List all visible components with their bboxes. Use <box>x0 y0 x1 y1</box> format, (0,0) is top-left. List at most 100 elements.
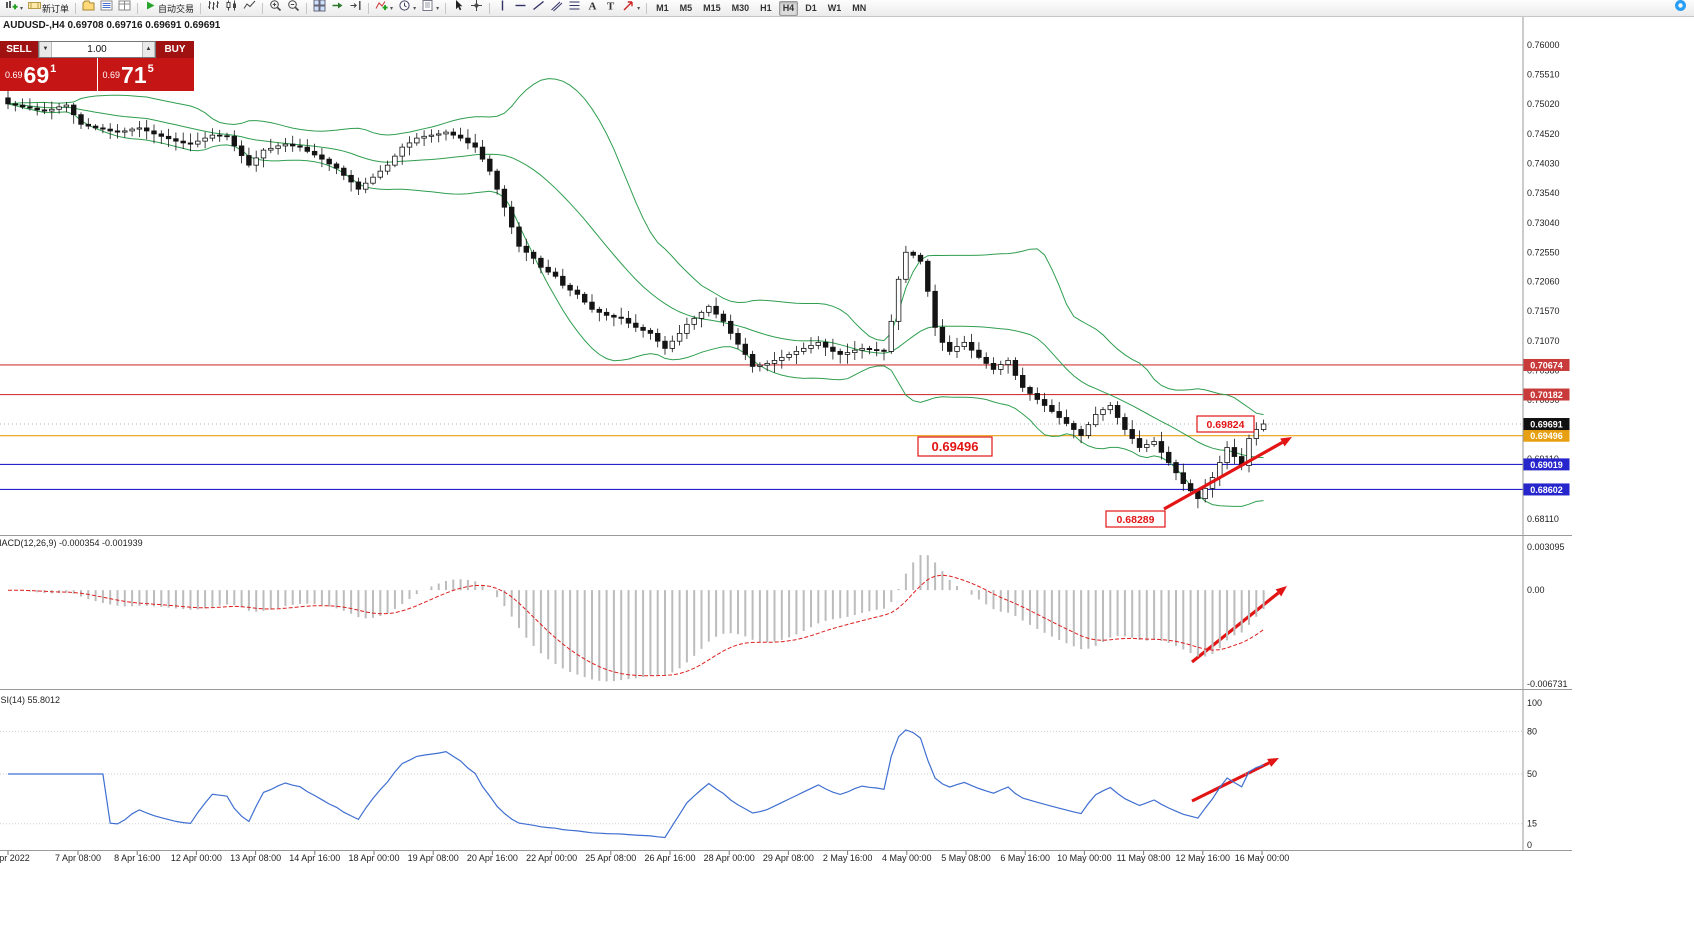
dropdown-caret-icon: ▾ <box>390 5 394 12</box>
time-tick-label: 19 Apr 08:00 <box>408 853 459 863</box>
time-tick-label: 13 Apr 08:00 <box>230 853 281 863</box>
vline-button[interactable] <box>494 0 511 16</box>
price-axis-box <box>1523 418 1570 431</box>
buy-price-prefix: 0.69 <box>102 69 121 80</box>
time-tick-label: 10 May 00:00 <box>1057 853 1112 863</box>
trade-panel-price-row: 0.69 69 1 0.69 71 5 <box>0 58 194 91</box>
svg-text:A: A <box>589 1 597 13</box>
timeframe-M1[interactable]: M1 <box>656 2 669 13</box>
crosshair-button[interactable] <box>468 0 485 16</box>
toolbar-separator <box>489 2 491 14</box>
price-axis-box-label: 0.69019 <box>1530 460 1563 470</box>
trend-arrow <box>1163 440 1284 511</box>
buy-price-box[interactable]: 0.69 71 5 <box>97 58 194 91</box>
price-tick-label: 0.68110 <box>1527 514 1559 524</box>
hline-button[interactable] <box>512 1 529 16</box>
line-chart-button[interactable] <box>241 0 258 16</box>
tile-windows-button[interactable] <box>311 0 328 17</box>
timeframe-M15[interactable]: M15 <box>703 2 721 13</box>
volume-decrease-button[interactable]: ▼ <box>39 42 52 57</box>
channel-icon <box>550 0 563 17</box>
channel-button[interactable] <box>548 1 565 16</box>
rsi-scale-label: 80 <box>1527 726 1537 736</box>
price-axis-box <box>1523 388 1570 401</box>
candles-icon <box>225 0 238 17</box>
annotation-text: 0.68289 <box>1117 514 1155 526</box>
tile-windows-icon <box>313 0 326 17</box>
timeframe-D1[interactable]: D1 <box>805 2 817 13</box>
fibonacci-button[interactable] <box>566 1 583 16</box>
text-button[interactable]: A <box>584 1 601 16</box>
profile-icon <box>82 0 95 17</box>
indicators-button[interactable]: ▾ <box>373 1 395 16</box>
time-tick-label: 7 Apr 2022 <box>0 853 30 863</box>
cursor-icon <box>452 0 465 17</box>
rsi-caption: RSI(14) 55.8012 <box>0 695 61 705</box>
zoom-in-button[interactable] <box>267 0 284 17</box>
price-tick-label: 0.71070 <box>1527 336 1560 346</box>
macd-panel <box>8 555 1265 682</box>
label-button[interactable]: T <box>602 1 619 16</box>
price-axis-box-label: 0.68602 <box>1530 485 1563 495</box>
trendline-button[interactable] <box>530 0 547 17</box>
annotation-box <box>917 436 993 457</box>
time-tick-label: 12 May 16:00 <box>1176 853 1231 863</box>
toolbar-separator <box>75 2 77 14</box>
macd-signal-line <box>8 574 1264 677</box>
bars-button[interactable] <box>205 1 222 16</box>
community-button[interactable] <box>1674 0 1687 17</box>
volume-increase-button[interactable]: ▲ <box>142 42 155 57</box>
toolbar-separator <box>306 2 308 14</box>
zoom-in-icon <box>269 0 282 17</box>
arrows-button[interactable]: ▾ <box>620 1 642 16</box>
data-window-button[interactable] <box>116 0 133 16</box>
new-order-button[interactable]: 新订单 <box>26 1 71 16</box>
trendline-icon <box>532 0 545 17</box>
time-tick-label: 14 Apr 16:00 <box>289 853 340 863</box>
new-chart-button[interactable]: ▾ <box>3 1 25 16</box>
zoom-out-button[interactable] <box>285 0 302 16</box>
chart-ohlc-header: AUDUSD-,H4 0.69708 0.69716 0.69691 0.696… <box>3 20 221 31</box>
timeframe-H1[interactable]: H1 <box>760 2 772 13</box>
text-icon: A <box>586 0 599 17</box>
sell-price-prefix: 0.69 <box>5 69 23 80</box>
price-axis-box-label: 0.70182 <box>1530 390 1563 400</box>
market-watch-button[interactable] <box>98 0 115 17</box>
toolbar-separator <box>262 2 264 14</box>
timeframe-W1[interactable]: W1 <box>827 2 842 13</box>
sell-price-box[interactable]: 0.69 69 1 <box>0 58 97 91</box>
new-order-icon <box>28 0 42 17</box>
templates-button[interactable]: ▾ <box>419 0 441 16</box>
time-tick-label: 6 May 16:00 <box>1000 853 1050 863</box>
price-axis-box-label: 0.70674 <box>1530 360 1563 370</box>
trend-arrow <box>1191 761 1270 803</box>
rsi-line <box>8 729 1264 839</box>
chart-shift-button[interactable] <box>347 1 364 16</box>
timeframe-M30[interactable]: M30 <box>731 2 750 13</box>
candles-button[interactable] <box>223 0 240 17</box>
timeframe-MN[interactable]: MN <box>852 2 867 13</box>
timeframe-H4[interactable]: H4 <box>778 0 799 16</box>
buy-button[interactable]: BUY <box>156 41 194 58</box>
svg-text:T: T <box>607 1 615 13</box>
fibonacci-icon <box>568 0 581 17</box>
auto-scroll-button[interactable] <box>329 1 346 16</box>
market-watch-icon <box>100 0 113 17</box>
time-tick-label: 28 Apr 00:00 <box>704 853 755 863</box>
cursor-button[interactable] <box>450 0 467 17</box>
annotation-text: 0.69496 <box>932 439 979 454</box>
toolbar-separator <box>200 2 202 14</box>
time-tick-label: 11 May 08:00 <box>1117 853 1171 863</box>
sell-button[interactable]: SELL <box>0 41 38 58</box>
profile-button[interactable] <box>80 0 97 17</box>
price-axis-box <box>1523 358 1570 371</box>
auto-trading-button[interactable]: 自动交易 <box>142 1 196 16</box>
periods-button[interactable]: ▾ <box>396 0 418 16</box>
price-tick-label: 0.74030 <box>1527 158 1560 168</box>
time-tick-label: 18 Apr 00:00 <box>348 853 399 863</box>
volume-value[interactable]: 1.00 <box>87 44 107 55</box>
price-tick-label: 0.74520 <box>1527 129 1560 139</box>
price-axis-box <box>1523 429 1570 442</box>
timeframe-M5[interactable]: M5 <box>679 2 693 13</box>
